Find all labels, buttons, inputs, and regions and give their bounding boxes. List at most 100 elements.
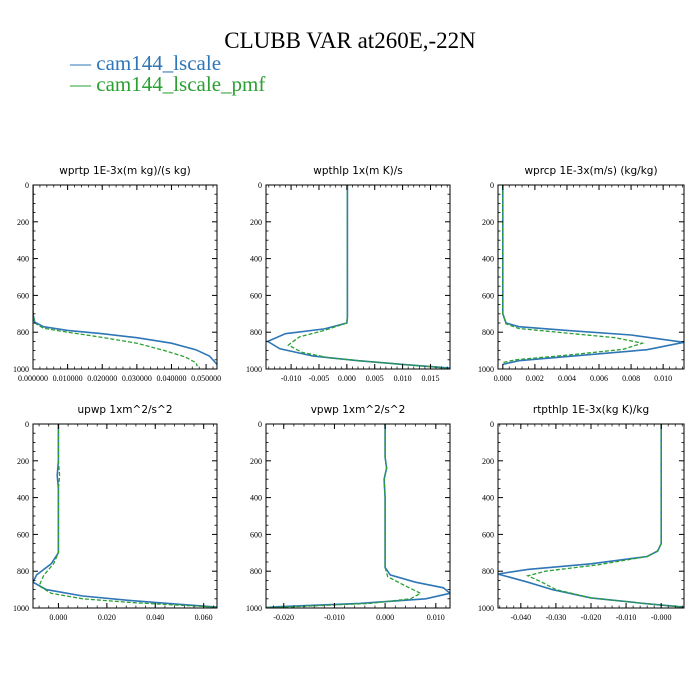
panel-1: wprtp 1E-3x(m kg)/(s kg) 0 200 400 600 800 100…	[13, 165, 221, 383]
y-tick-label: 600	[482, 291, 494, 300]
x-tick-label: 0.004	[558, 374, 576, 383]
y-tick-label: 1000	[13, 365, 29, 374]
y-tick-label: 600	[17, 291, 29, 300]
series-line-1	[501, 185, 684, 366]
x-tick-label: 0.006	[590, 374, 608, 383]
plot-frame	[265, 423, 451, 609]
y-tick-label: 200	[17, 218, 29, 227]
y-tick-label: 0	[25, 181, 29, 190]
panel-3: wprcp 1E-3x(m/s) (kg/kg) 0 200 400 600 800 100…	[478, 165, 685, 383]
series-line-1	[33, 185, 217, 365]
plot-frame	[497, 423, 685, 609]
y-tick-label: 200	[250, 457, 262, 466]
y-tick-label: 600	[250, 530, 262, 539]
x-tick-label: -0.020	[273, 613, 294, 622]
x-tick-label: -0.030	[546, 613, 567, 622]
y-tick-label: 600	[17, 530, 29, 539]
plot-frame	[32, 423, 218, 609]
panel-5: vpwp 1xm^2/s^2 0 200 400 600 800 1000 -0.020 -0.…	[246, 404, 451, 622]
x-tick-label: -0.010	[324, 613, 345, 622]
y-tick-label: 0	[490, 420, 494, 429]
series-line-1	[33, 424, 217, 608]
panel-title: upwp 1xm^2/s^2	[78, 404, 173, 416]
x-tick-label: -0.020	[581, 613, 602, 622]
y-tick-label: 0	[25, 420, 29, 429]
y-tick-label: 800	[482, 328, 494, 337]
series-line-2	[266, 424, 423, 608]
x-tick-label: 0.050000	[191, 374, 221, 383]
x-tick-label: 0.010000	[53, 374, 83, 383]
panel-title: rtpthlp 1E-3x(kg K)/kg	[533, 404, 649, 416]
y-tick-label: 400	[482, 255, 494, 264]
x-tick-label: 0.020	[98, 613, 116, 622]
y-tick-label: 200	[250, 218, 262, 227]
y-tick-label: 1000	[13, 604, 29, 613]
y-tick-label: 400	[250, 255, 262, 264]
y-tick-label: 400	[17, 494, 29, 503]
y-tick-label: 0	[258, 420, 262, 429]
x-tick-label: 0.060	[195, 613, 213, 622]
legend-label-series-2: cam144_lscale_pmf	[96, 72, 266, 96]
y-tick-label: 200	[482, 218, 494, 227]
y-tick-label: 800	[250, 567, 262, 576]
x-tick-label: -0.010	[281, 374, 302, 383]
x-tick-label: 0.005	[366, 374, 384, 383]
series-line-1	[498, 424, 684, 608]
y-tick-label: 400	[250, 494, 262, 503]
y-tick-label: 400	[482, 494, 494, 503]
x-tick-label: 0.020000	[87, 374, 117, 383]
plot-frame	[497, 184, 685, 370]
y-tick-label: 800	[250, 328, 262, 337]
y-tick-label: 200	[482, 457, 494, 466]
panel-4: upwp 1xm^2/s^2 0 200 400 600 800 1000 0.000 0.02…	[13, 404, 218, 622]
x-tick-label: 0.015	[421, 374, 439, 383]
legend-label-series-1: cam144_lscale	[96, 51, 222, 75]
x-tick-label: -0.005	[309, 374, 330, 383]
panel-title: wprtp 1E-3x(m kg)/(s kg)	[59, 165, 190, 177]
y-tick-label: 200	[17, 457, 29, 466]
panel-title: wprcp 1E-3x(m/s) (kg/kg)	[524, 165, 657, 177]
series-line-2	[38, 424, 217, 608]
figure-title: CLUBB VAR at260E,-22N	[224, 28, 476, 53]
x-tick-label: 0.000000	[18, 374, 48, 383]
y-tick-label: 400	[17, 255, 29, 264]
panel-2: wpthlp 1x(m K)/s 0 200 400 600 800 1000 -0.010-…	[246, 165, 451, 383]
legend-item-series-2: — cam144_lscale_pmf	[70, 72, 265, 97]
x-tick-label: 0.000	[338, 374, 356, 383]
x-tick-label: 0.002	[526, 374, 544, 383]
series-line-2	[502, 185, 645, 364]
y-tick-label: 800	[17, 328, 29, 337]
x-tick-label: 0.008	[622, 374, 640, 383]
x-tick-label: -0.040	[510, 613, 531, 622]
series-line-2	[33, 185, 198, 367]
series-line-2	[525, 424, 683, 608]
y-tick-label: 1000	[246, 604, 262, 613]
legend-line-series-1: —	[70, 51, 97, 75]
x-tick-label: 0.040	[146, 613, 164, 622]
y-tick-label: 600	[482, 530, 494, 539]
panel-6: rtpthlp 1E-3x(kg K)/kg 0 200 400 600 800 1000 -…	[478, 404, 685, 622]
y-tick-label: 600	[250, 291, 262, 300]
panel-title: vpwp 1xm^2/s^2	[311, 404, 406, 416]
x-tick-label: 0.000	[376, 613, 394, 622]
panel-title: wpthlp 1x(m K)/s	[313, 165, 403, 177]
x-tick-label: -0.000	[651, 613, 672, 622]
y-tick-label: 0	[258, 181, 262, 190]
x-tick-label: 0.010	[394, 374, 412, 383]
series-line-2	[287, 185, 447, 369]
x-tick-label: 0.010	[654, 374, 672, 383]
y-tick-label: 0	[490, 181, 494, 190]
x-tick-label: -0.010	[616, 613, 637, 622]
legend-line-series-2: —	[70, 72, 97, 96]
y-tick-label: 1000	[246, 365, 262, 374]
y-tick-label: 800	[482, 567, 494, 576]
x-tick-label: 0.000	[49, 613, 67, 622]
y-tick-label: 1000	[478, 604, 494, 613]
x-tick-label: 0.030000	[122, 374, 152, 383]
x-tick-label: 0.000	[494, 374, 512, 383]
series-line-1	[266, 424, 450, 608]
y-tick-label: 1000	[478, 365, 494, 374]
y-tick-label: 800	[17, 567, 29, 576]
